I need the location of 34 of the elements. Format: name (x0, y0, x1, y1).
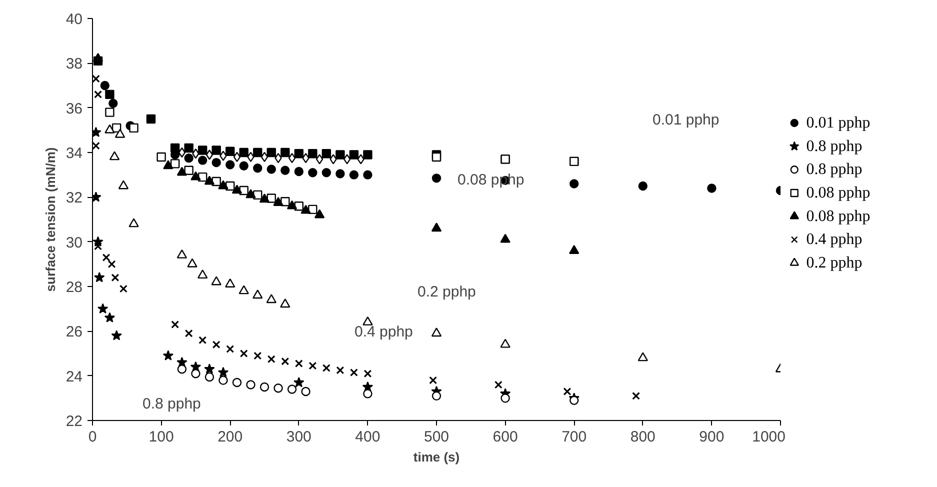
legend-label: 0.8 pphp (806, 138, 862, 155)
y-tick-label: 36 (66, 100, 83, 118)
annotation: 0.8 pphp (142, 396, 201, 412)
y-tick-label: 40 (66, 11, 83, 28)
legend-label: 0.4 pphp (806, 231, 862, 248)
y-axis-title: surface tension (mN/m) (42, 147, 58, 292)
x-tick-label: 300 (286, 428, 312, 446)
legend-label: 0.01 pphp (806, 114, 870, 132)
x-tick-label: 0 (88, 428, 97, 446)
x-tick-label: 600 (492, 428, 518, 446)
legend-label: 0.08 pphp (806, 184, 870, 202)
legend-label: 0.8 pphp (806, 161, 862, 178)
annotation: 0.01 pphp (652, 112, 720, 128)
legend-label: 0.08 pphp (806, 208, 870, 225)
legend-label: 0.2 pphp (806, 254, 862, 272)
y-tick-label: 26 (66, 324, 83, 341)
y-tick-label: 38 (66, 56, 83, 73)
y-tick-label: 34 (66, 145, 83, 162)
y-tick-label: 30 (66, 234, 83, 252)
y-tick-label: 24 (66, 368, 83, 386)
y-tick-label: 32 (66, 190, 83, 207)
annotation: 0.4 pphp (354, 324, 413, 340)
x-tick-label: 500 (424, 428, 450, 446)
x-tick-label: 1000 (752, 428, 786, 446)
x-tick-label: 800 (630, 428, 656, 446)
annotation: 0.2 pphp (418, 284, 476, 300)
x-tick-label: 200 (218, 428, 243, 446)
x-tick-label: 400 (355, 428, 380, 446)
x-axis-title: time (s) (413, 450, 460, 464)
x-tick-label: 900 (699, 428, 724, 446)
x-tick-label: 700 (562, 428, 587, 446)
y-tick-label: 28 (66, 279, 83, 296)
y-tick-label: 22 (66, 413, 83, 430)
x-tick-label: 100 (148, 428, 174, 446)
